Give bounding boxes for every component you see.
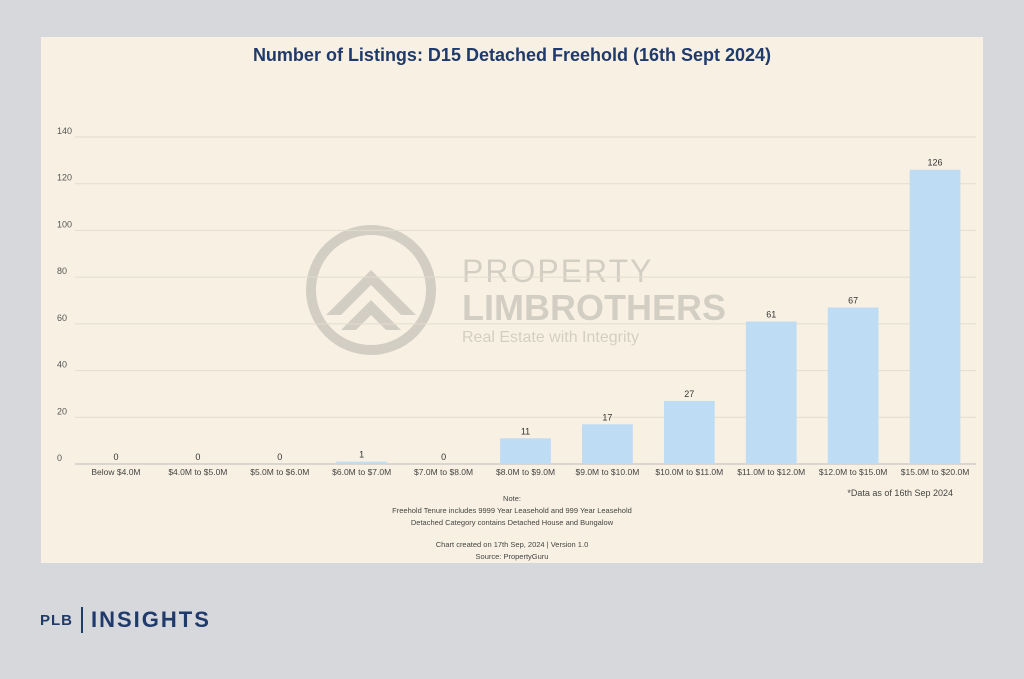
x-category-label: $7.0M to $8.0M [414, 467, 473, 477]
bar-value-label: 0 [113, 452, 118, 462]
y-tick-label: 120 [57, 173, 72, 183]
bar-value-label: 0 [195, 452, 200, 462]
bar-value-label: 0 [441, 452, 446, 462]
brand-plb: PLB [40, 611, 73, 629]
y-tick-label: 20 [57, 406, 67, 416]
bar-value-label: 1 [359, 450, 364, 460]
bar [582, 424, 633, 464]
x-category-label: $10.0M to $11.0M [655, 467, 723, 477]
x-category-label: $6.0M to $7.0M [332, 467, 391, 477]
note-tenure: Freehold Tenure includes 9999 Year Lease… [392, 506, 632, 515]
x-category-label: $5.0M to $6.0M [250, 467, 309, 477]
note-created: Chart created on 17th Sep, 2024 | Versio… [435, 540, 589, 549]
bar [663, 400, 715, 464]
x-category-label: $8.0M to $9.0M [496, 467, 555, 477]
chart-title: Number of Listings: D15 Detached Freehol… [252, 45, 772, 65]
bar-value-label: 67 [848, 296, 858, 306]
bar [745, 321, 797, 464]
watermark-word-1: PROPERTY [462, 253, 654, 289]
y-tick-label: 40 [57, 360, 67, 370]
x-category-label: $9.0M to $10.0M [576, 467, 640, 477]
y-tick-label: 140 [57, 126, 72, 136]
bar-value-label: 11 [521, 426, 530, 436]
bar-value-label: 61 [766, 310, 776, 320]
x-category-label: $11.0M to $12.0M [737, 467, 805, 477]
y-tick-label: 100 [57, 219, 72, 229]
note-heading: Note: [503, 494, 521, 503]
y-tick-label: 80 [57, 266, 67, 276]
note-category: Detached Category contains Detached Hous… [410, 518, 614, 527]
bar-value-label: 126 [928, 158, 943, 168]
y-tick-label: 0 [57, 453, 62, 463]
note-source: Source: PropertyGuru [475, 552, 549, 561]
data-date-note: *Data as of 16th Sep 2024 [847, 488, 953, 498]
chart-panel: Number of Listings: D15 Detached Freehol… [41, 37, 983, 563]
brand-insights: INSIGHTS [91, 607, 211, 632]
bar [336, 461, 388, 464]
x-category-label: $15.0M to $20.0M [901, 467, 970, 477]
bar [827, 307, 879, 464]
watermark-tagline: Real Estate with Integrity [462, 329, 639, 346]
bar [909, 169, 961, 464]
watermark: PROPERTY LIMBROTHERS Real Estate with In… [306, 225, 746, 355]
x-category-label: $12.0M to $15.0M [819, 467, 888, 477]
x-category-label: $4.0M to $5.0M [168, 467, 227, 477]
watermark-word-2: LIMBROTHERS [462, 287, 726, 328]
x-category-label: Below $4.0M [91, 467, 140, 477]
bar-value-label: 17 [602, 412, 612, 422]
brand-logo: PLB INSIGHTS [40, 605, 211, 635]
chart-notes: Note: Freehold Tenure includes 9999 Year… [41, 493, 983, 563]
bar-value-label: 0 [277, 452, 282, 462]
y-tick-label: 60 [57, 313, 67, 323]
brand-separator [81, 607, 83, 633]
bar-value-label: 27 [684, 389, 694, 399]
bar [500, 438, 551, 464]
